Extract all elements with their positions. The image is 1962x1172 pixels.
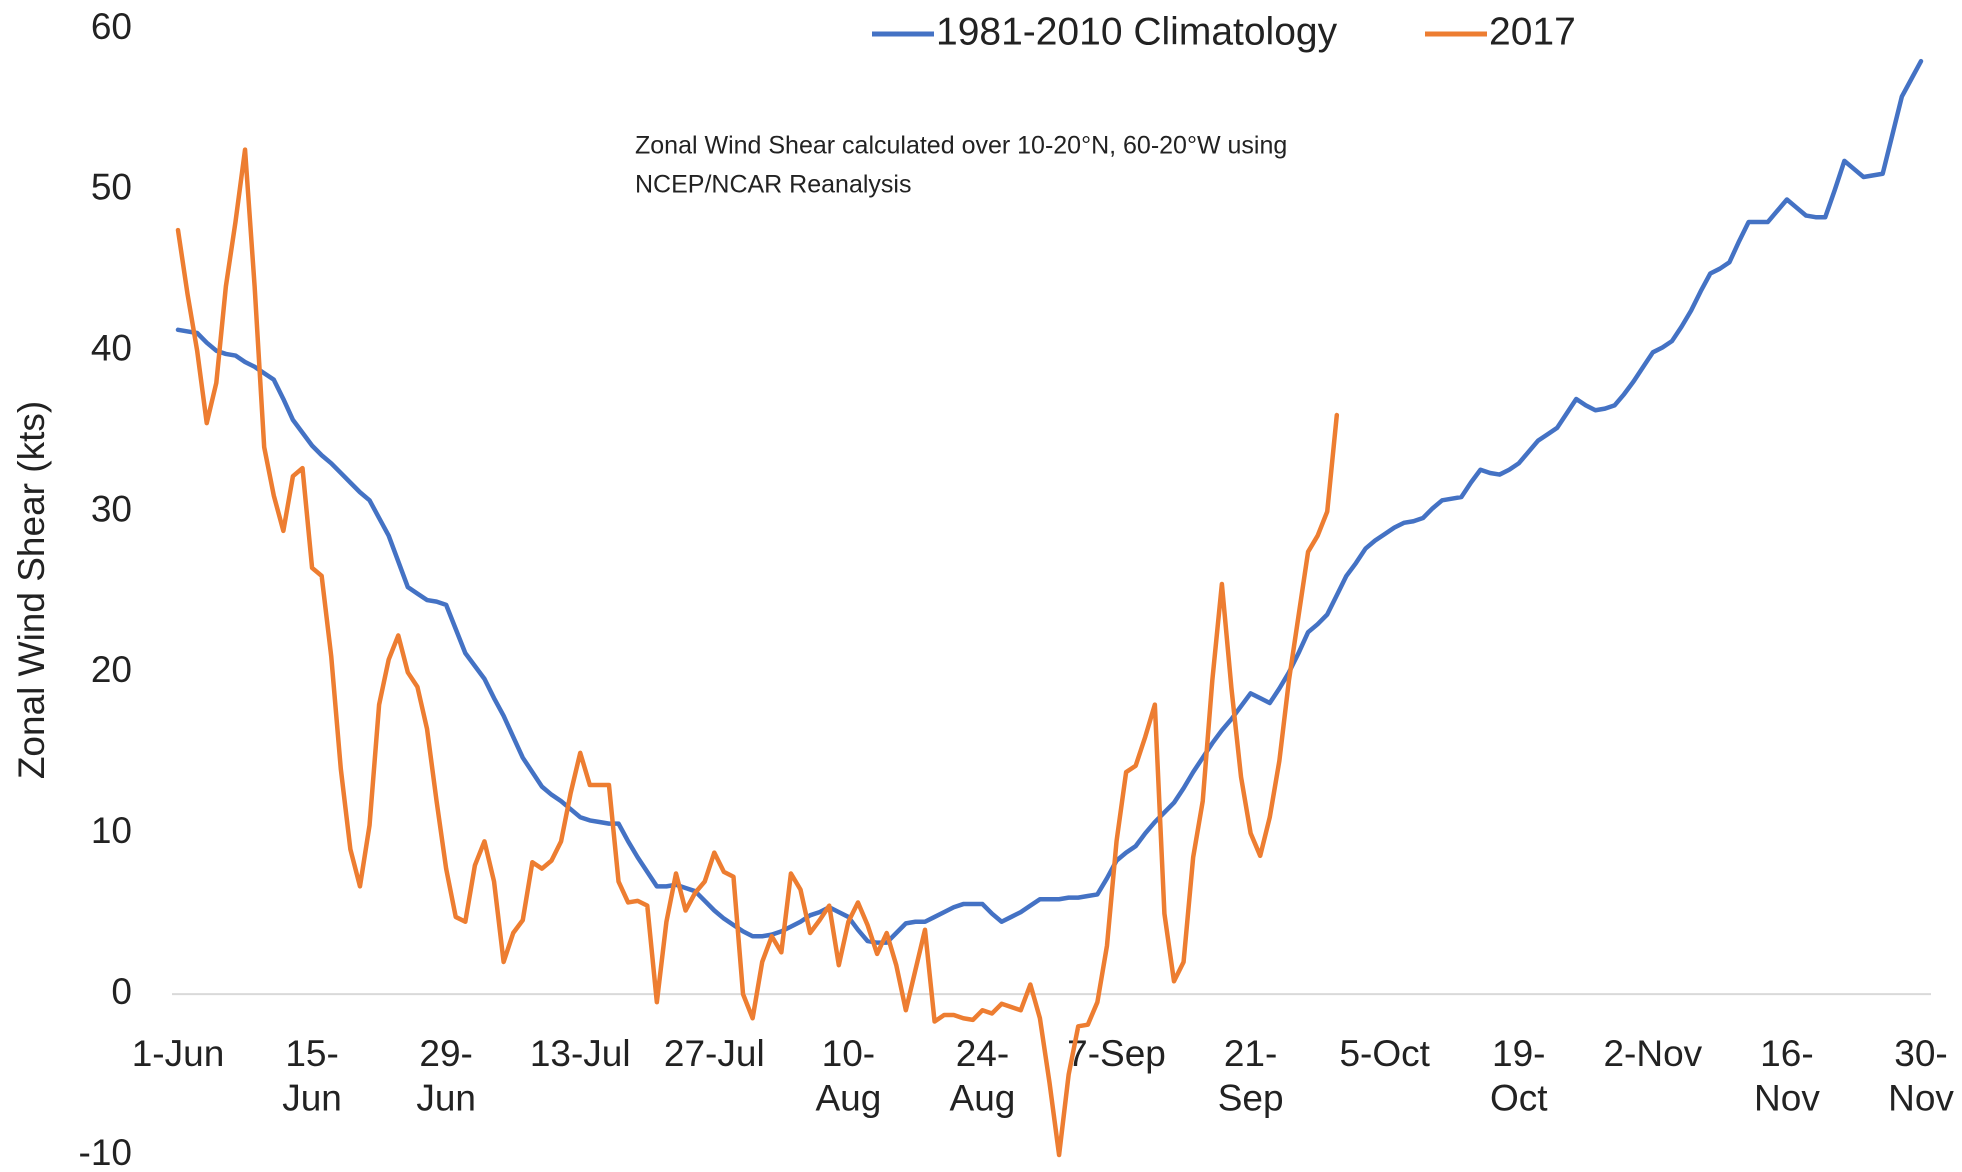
x-tick-label: 30-Nov — [1888, 1033, 1954, 1118]
x-tick-label: 19-Oct — [1490, 1033, 1548, 1118]
x-tick-label: 7-Sep — [1067, 1033, 1166, 1074]
x-tick-label: 29-Jun — [416, 1033, 476, 1118]
y-tick-label: -10 — [79, 1132, 132, 1172]
series-line — [175, 147, 1340, 1158]
x-tick-label: 15-Jun — [282, 1033, 342, 1118]
y-axis-title: Zonal Wind Shear (kts) — [11, 401, 52, 779]
annotation: NCEP/NCAR Reanalysis — [635, 171, 911, 199]
y-tick-label: 10 — [91, 810, 132, 851]
y-tick-label: 60 — [91, 6, 132, 47]
x-tick-label: 10-Aug — [815, 1033, 881, 1118]
x-tick-label: 21-Sep — [1218, 1033, 1284, 1118]
legend-label: 1981-2010 Climatology — [936, 10, 1338, 53]
x-tick-label: 5-Oct — [1339, 1033, 1430, 1074]
annotation: Zonal Wind Shear calculated over 10-20°N… — [635, 132, 1287, 160]
y-tick-label: 30 — [91, 488, 132, 529]
x-tick-label: 24-Aug — [950, 1033, 1016, 1118]
x-tick-label: 13-Jul — [530, 1033, 631, 1074]
series-line — [175, 58, 1924, 945]
x-tick-label: 27-Jul — [664, 1033, 765, 1074]
y-tick-label: 0 — [111, 971, 132, 1012]
y-tick-label: 20 — [91, 649, 132, 690]
legend-label: 2017 — [1489, 10, 1576, 53]
y-tick-label: 40 — [91, 327, 132, 368]
x-tick-label: 2-Nov — [1603, 1033, 1702, 1074]
x-tick-label: 16-Nov — [1754, 1033, 1820, 1118]
y-tick-label: 50 — [91, 167, 132, 208]
x-tick-label: 1-Jun — [132, 1033, 225, 1074]
